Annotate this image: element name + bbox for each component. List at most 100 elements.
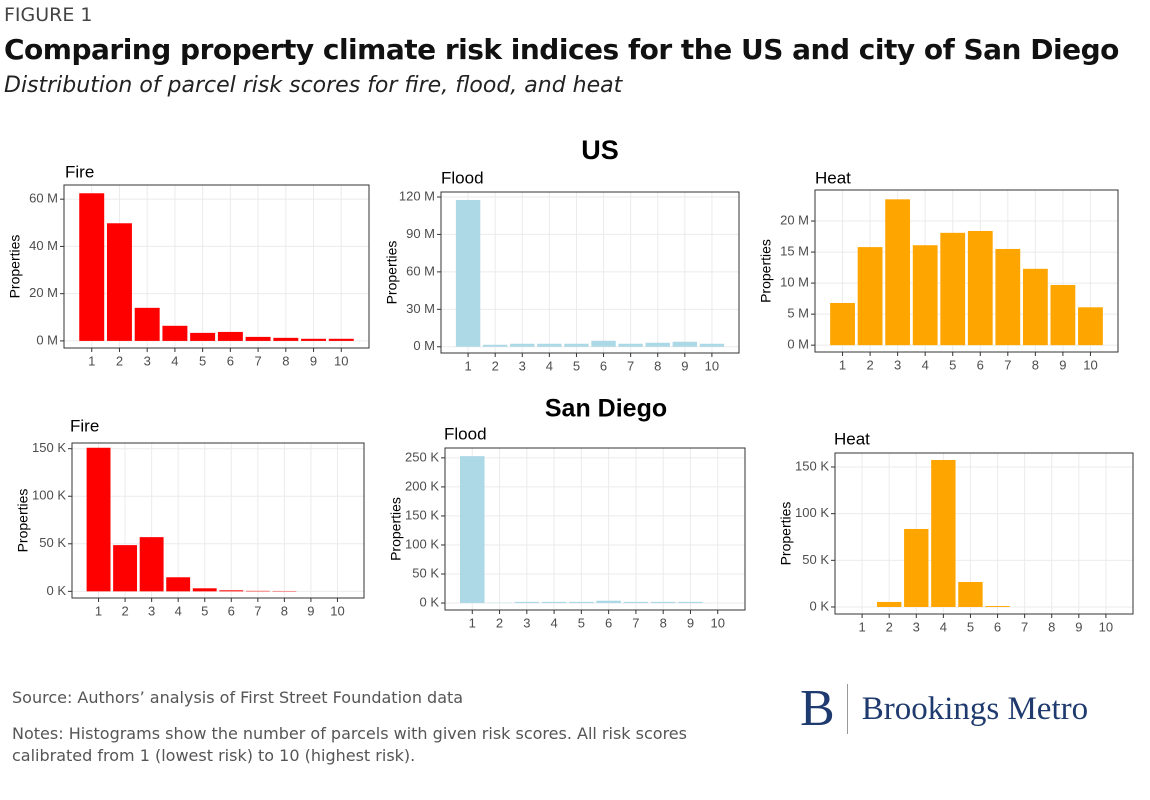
bar xyxy=(830,302,855,346)
x-tick-label: 9 xyxy=(307,603,314,618)
x-tick-label: 7 xyxy=(254,353,261,368)
x-tick-label: 6 xyxy=(605,615,612,630)
bar xyxy=(106,223,132,341)
figure-label: FIGURE 1 xyxy=(4,4,93,26)
x-tick-label: 9 xyxy=(1075,619,1082,634)
y-tick-label: 150 K xyxy=(795,458,829,473)
x-tick-label: 1 xyxy=(464,358,471,373)
x-tick-label: 6 xyxy=(994,619,1001,634)
bar xyxy=(190,332,216,341)
y-tick-label: 0 M xyxy=(36,332,58,347)
bar xyxy=(86,447,111,592)
x-tick-label: 3 xyxy=(894,357,901,372)
x-tick-label: 4 xyxy=(922,357,929,372)
chart-title: Flood xyxy=(441,168,484,187)
x-tick-label: 4 xyxy=(550,615,557,630)
logo: B Brookings Metro xyxy=(800,683,1089,735)
y-tick-label: 15 M xyxy=(780,244,809,259)
x-tick-label: 10 xyxy=(1083,357,1097,372)
x-tick-label: 1 xyxy=(469,615,476,630)
x-tick-label: 10 xyxy=(1099,619,1113,634)
x-tick-label: 4 xyxy=(175,603,182,618)
chart-title: Flood xyxy=(444,424,487,443)
y-tick-label: 150 K xyxy=(32,440,66,455)
y-tick-label: 60 M xyxy=(406,263,435,278)
bar xyxy=(301,338,327,341)
x-tick-label: 5 xyxy=(949,357,956,372)
logo-name: Brookings Metro xyxy=(861,690,1089,727)
y-tick-label: 40 M xyxy=(29,238,58,253)
plot-frame xyxy=(440,191,740,354)
bar xyxy=(618,343,643,347)
bar xyxy=(564,343,589,347)
bar xyxy=(985,606,1010,607)
bar xyxy=(645,342,670,347)
x-tick-label: 1 xyxy=(88,353,95,368)
x-tick-label: 2 xyxy=(866,357,873,372)
x-tick-label: 6 xyxy=(227,353,234,368)
x-tick-label: 3 xyxy=(523,615,530,630)
chart-title: Heat xyxy=(834,429,870,448)
x-tick-label: 7 xyxy=(254,603,261,618)
x-tick-label: 5 xyxy=(201,603,208,618)
x-tick-label: 3 xyxy=(519,358,526,373)
y-tick-label: 200 K xyxy=(405,478,439,493)
x-tick-label: 5 xyxy=(573,358,580,373)
section-title: San Diego xyxy=(545,395,667,423)
bar xyxy=(328,338,354,341)
x-tick-label: 2 xyxy=(886,619,893,634)
y-axis-label: Properties xyxy=(384,241,400,305)
subtitle: Distribution of parcel risk scores for f… xyxy=(4,73,623,98)
bar xyxy=(569,601,594,604)
y-tick-label: 0 M xyxy=(787,337,809,352)
source: Source: Authors’ analysis of First Stree… xyxy=(12,688,464,707)
bar xyxy=(113,545,138,592)
x-tick-label: 4 xyxy=(940,619,947,634)
bar xyxy=(1078,307,1103,346)
notes: Notes: Histograms show the number of par… xyxy=(12,724,687,765)
y-tick-label: 20 M xyxy=(29,285,58,300)
title: Comparing property climate risk indices … xyxy=(4,33,1119,66)
bar xyxy=(219,590,244,592)
bar xyxy=(591,340,616,347)
bar xyxy=(904,528,929,607)
x-tick-label: 2 xyxy=(496,615,503,630)
x-tick-label: 3 xyxy=(913,619,920,634)
x-tick-label: 9 xyxy=(687,615,694,630)
y-axis-label: Properties xyxy=(758,239,774,303)
plot-frame xyxy=(444,447,746,611)
bar xyxy=(541,601,567,604)
bar xyxy=(857,247,883,346)
x-tick-label: 5 xyxy=(967,619,974,634)
x-tick-label: 8 xyxy=(1032,357,1039,372)
logo-mark: B xyxy=(800,683,848,735)
x-tick-label: 6 xyxy=(600,358,607,373)
bar xyxy=(650,601,676,604)
bar xyxy=(995,248,1021,346)
y-tick-label: 50 K xyxy=(802,552,829,567)
x-tick-label: 10 xyxy=(330,603,344,618)
chart-title: Fire xyxy=(70,416,99,435)
bar xyxy=(678,601,703,604)
y-tick-label: 100 K xyxy=(405,536,439,551)
x-tick-label: 5 xyxy=(199,353,206,368)
x-tick-label: 2 xyxy=(492,358,499,373)
bar xyxy=(514,601,540,604)
bar xyxy=(162,325,188,341)
y-tick-label: 0 M xyxy=(413,338,435,353)
x-tick-label: 10 xyxy=(705,358,719,373)
x-tick-label: 7 xyxy=(632,615,639,630)
y-tick-label: 90 M xyxy=(406,226,435,241)
x-tick-label: 1 xyxy=(839,357,846,372)
section-title: US xyxy=(581,135,619,165)
y-tick-label: 150 K xyxy=(405,507,439,522)
plot-frame xyxy=(63,184,370,349)
x-tick-label: 7 xyxy=(1004,357,1011,372)
x-tick-label: 7 xyxy=(1021,619,1028,634)
bar xyxy=(912,245,938,346)
bar xyxy=(940,232,966,346)
x-tick-label: 10 xyxy=(710,615,724,630)
x-tick-label: 10 xyxy=(334,353,348,368)
